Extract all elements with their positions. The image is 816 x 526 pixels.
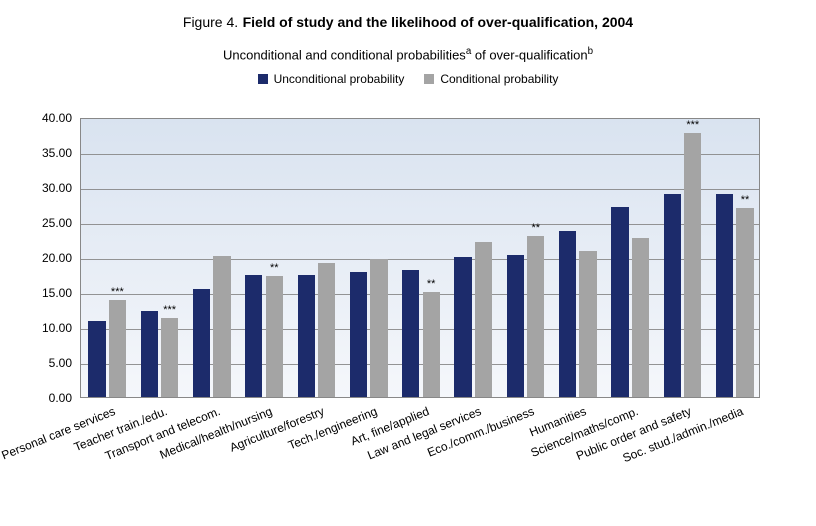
bar bbox=[402, 270, 419, 397]
bar bbox=[559, 231, 576, 397]
significance-annotation: ** bbox=[532, 222, 541, 234]
bar bbox=[716, 194, 733, 397]
bar bbox=[266, 276, 283, 397]
bar bbox=[611, 207, 628, 397]
plot-area: ***************** 0.005.0010.0015.0020.0… bbox=[80, 118, 760, 398]
bar bbox=[193, 289, 210, 398]
figure-container: Figure 4. Field of study and the likelih… bbox=[0, 0, 816, 526]
subtitle-text-2: of over-qualification bbox=[471, 47, 587, 62]
legend-swatch bbox=[424, 74, 434, 84]
figure-label: Figure 4. bbox=[183, 14, 238, 30]
bar bbox=[213, 256, 230, 397]
significance-annotation: ** bbox=[270, 262, 279, 274]
significance-annotation: *** bbox=[163, 304, 176, 316]
legend-item: Conditional probability bbox=[424, 72, 558, 86]
figure-subtitle: Unconditional and conditional probabilit… bbox=[0, 46, 816, 62]
y-tick-label: 5.00 bbox=[49, 356, 80, 370]
y-tick-label: 35.00 bbox=[42, 146, 80, 160]
superscript-b: b bbox=[588, 46, 593, 57]
x-axis-labels: Personal care servicesTeacher train./edu… bbox=[80, 398, 760, 518]
bar bbox=[454, 257, 471, 397]
bar bbox=[298, 275, 315, 398]
bar bbox=[684, 133, 701, 397]
y-tick-label: 0.00 bbox=[49, 391, 80, 405]
legend-label: Conditional probability bbox=[440, 72, 558, 86]
bar bbox=[370, 259, 387, 397]
subtitle-text-1: Unconditional and conditional probabilit… bbox=[223, 47, 466, 62]
y-tick-label: 25.00 bbox=[42, 216, 80, 230]
bar bbox=[141, 311, 158, 397]
bars-layer: ***************** bbox=[81, 119, 759, 397]
y-tick-label: 30.00 bbox=[42, 181, 80, 195]
bar bbox=[161, 318, 178, 397]
y-tick-label: 40.00 bbox=[42, 111, 80, 125]
bar bbox=[318, 263, 335, 397]
figure-title: Field of study and the likelihood of ove… bbox=[243, 14, 634, 30]
y-tick-label: 20.00 bbox=[42, 251, 80, 265]
plot-background: ***************** bbox=[80, 118, 760, 398]
bar bbox=[475, 242, 492, 397]
bar bbox=[507, 255, 524, 397]
bar bbox=[88, 321, 105, 397]
significance-annotation: ** bbox=[427, 278, 436, 290]
legend: Unconditional probability Conditional pro… bbox=[0, 72, 816, 87]
bar bbox=[664, 194, 681, 397]
y-tick-label: 10.00 bbox=[42, 321, 80, 335]
legend-swatch bbox=[258, 74, 268, 84]
legend-item: Unconditional probability bbox=[258, 72, 405, 86]
bar bbox=[245, 275, 262, 397]
significance-annotation: ** bbox=[741, 194, 750, 206]
legend-label: Unconditional probability bbox=[274, 72, 405, 86]
significance-annotation: *** bbox=[111, 286, 124, 298]
bar bbox=[109, 300, 126, 397]
significance-annotation: *** bbox=[686, 119, 699, 131]
bar bbox=[736, 208, 753, 397]
title-block: Figure 4. Field of study and the likelih… bbox=[0, 0, 816, 32]
bar bbox=[350, 272, 367, 397]
bar bbox=[579, 251, 596, 397]
bar bbox=[527, 236, 544, 397]
y-tick-label: 15.00 bbox=[42, 286, 80, 300]
bar bbox=[632, 238, 649, 397]
bar bbox=[423, 292, 440, 397]
